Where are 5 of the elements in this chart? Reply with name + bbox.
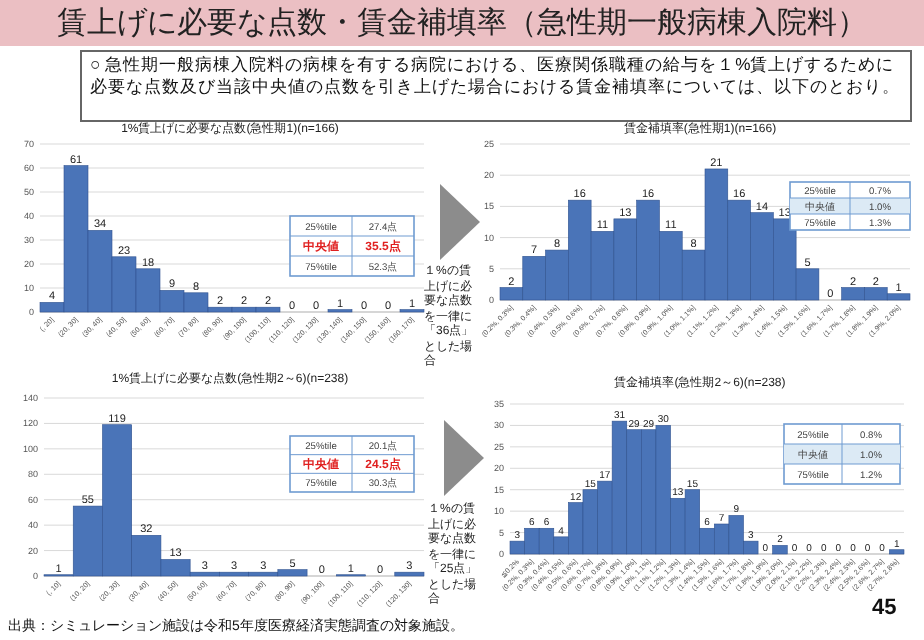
- bar: [889, 549, 905, 555]
- text: 45: [872, 596, 897, 622]
- text: ○ 急性期一般病棟入院料の病棟を有する病院における、医療関係職種の給与を１%賃上げするために必要な点数及び当該中央値の点数を引き上げた場合における賃金補填率については、以下のとおり。: [80, 50, 912, 122]
- bar: [772, 545, 788, 555]
- text: 賃上げに必要な点数・賃金補填率（急性期一般病棟入院料）: [0, 6, 924, 40]
